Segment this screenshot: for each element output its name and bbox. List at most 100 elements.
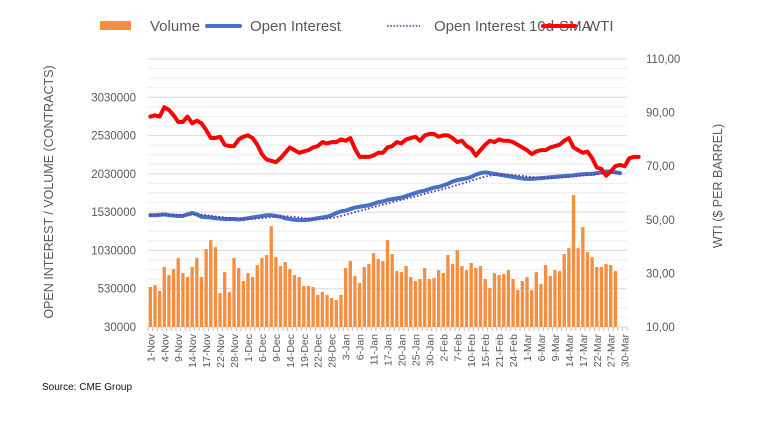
x-tick-label: 14-Nov xyxy=(187,333,199,368)
volume-bar xyxy=(297,277,301,327)
volume-bar xyxy=(260,258,264,327)
y-axis-left-title: OPEN INTEREST / VOLUME (CONTRACTS) xyxy=(42,65,56,318)
x-tick-label: 4-Nov xyxy=(159,333,171,362)
x-tick-label: 30-Mar xyxy=(620,334,632,368)
volume-bar xyxy=(371,253,376,327)
x-tick-label: 1-Mar xyxy=(522,333,534,361)
x-tick-label: 1-Dec xyxy=(243,334,255,362)
volume-bar xyxy=(283,262,287,327)
x-tick-label: 7-Feb xyxy=(452,334,464,362)
legend-volume-swatch xyxy=(100,21,131,30)
x-tick-label: 22-Nov xyxy=(215,333,227,368)
volume-bar xyxy=(404,266,408,327)
volume-bar xyxy=(571,195,576,327)
volume-bar xyxy=(399,272,404,327)
legend-wti-label: WTI xyxy=(586,18,614,35)
volume-bar xyxy=(595,267,599,327)
y-tick-right-label: 50,00 xyxy=(646,215,675,227)
volume-bar xyxy=(539,284,543,327)
wti-line xyxy=(148,105,641,178)
volume-bar xyxy=(148,287,152,327)
volume-bar xyxy=(157,291,162,327)
volume-bar xyxy=(278,266,283,327)
volume-bar xyxy=(432,278,436,327)
y-axis-right-ticks: 10,00 30,00 50,00 70,00 90,00 110,00 xyxy=(646,54,680,334)
volume-bar xyxy=(455,250,459,327)
volume-bar xyxy=(562,254,566,327)
volume-bars xyxy=(148,195,618,327)
volume-bar xyxy=(241,281,246,327)
x-tick-label: 6-Dec xyxy=(257,334,269,362)
source-note: Source: CME Group xyxy=(42,382,133,393)
x-tick-label: 28-Nov xyxy=(229,333,241,368)
x-tick-label: 20-Jan xyxy=(396,334,408,366)
volume-bar xyxy=(232,258,236,327)
series-lines xyxy=(148,105,641,223)
volume-bar xyxy=(506,270,511,327)
volume-bar xyxy=(274,257,278,327)
volume-bar xyxy=(385,240,390,327)
y-tick-right-label: 10,00 xyxy=(646,322,675,334)
volume-bar xyxy=(567,248,571,327)
x-tick-label: 19-Dec xyxy=(299,334,311,368)
volume-bar xyxy=(543,265,548,327)
x-tick-label: 28-Dec xyxy=(327,334,339,368)
volume-bar xyxy=(511,279,515,327)
volume-bar xyxy=(325,294,329,327)
y-tick-left-label: 2030000 xyxy=(91,169,136,181)
volume-bar xyxy=(223,272,227,327)
volume-bar xyxy=(311,287,315,327)
y-tick-left-label: 30000 xyxy=(104,322,136,334)
volume-bar xyxy=(464,270,469,327)
legend-sma-text: Open Interest 10d-SMA xyxy=(434,18,592,35)
x-tick-label: 11-Jan xyxy=(369,334,381,365)
y-tick-left-label: 1530000 xyxy=(91,207,136,219)
volume-bar xyxy=(181,273,185,327)
volume-bar xyxy=(478,266,483,327)
x-tick-label: 6-Jan xyxy=(355,334,367,360)
volume-bar xyxy=(609,265,613,327)
volume-bar xyxy=(264,255,269,327)
volume-bar xyxy=(190,267,194,327)
volume-bar xyxy=(576,248,580,327)
volume-bar xyxy=(302,286,306,327)
volume-bar xyxy=(525,277,529,327)
y-axis-right-title: WTI ($ PER BARREL) xyxy=(711,124,725,248)
x-tick-label: 30-Jan xyxy=(424,334,436,366)
volume-bar xyxy=(306,286,311,327)
volume-bar xyxy=(334,300,339,327)
volume-bar xyxy=(483,279,487,327)
volume-bar xyxy=(450,264,455,327)
x-tick-label: 17-Jan xyxy=(383,334,395,366)
volume-bar xyxy=(362,267,366,327)
volume-bar xyxy=(604,264,608,327)
volume-bar xyxy=(390,254,394,327)
volume-bar xyxy=(320,292,325,327)
volume-bar xyxy=(502,274,506,327)
volume-bar xyxy=(497,275,501,327)
x-tick-label: 24-Feb xyxy=(508,334,520,367)
legend-volume-label: Volume xyxy=(150,18,200,35)
volume-bar xyxy=(162,267,166,327)
volume-bar xyxy=(185,277,190,327)
y-tick-left-label: 530000 xyxy=(98,284,136,296)
volume-bar xyxy=(376,259,380,327)
volume-bar xyxy=(492,273,497,327)
volume-bar xyxy=(213,247,218,327)
volume-bar xyxy=(488,288,492,327)
volume-bar xyxy=(153,285,157,327)
volume-bar xyxy=(269,226,273,327)
x-tick-label: 10-Feb xyxy=(466,334,478,367)
volume-bar xyxy=(381,261,385,327)
x-tick-label: 17-Mar xyxy=(578,334,590,368)
volume-bar xyxy=(599,267,604,327)
volume-bar xyxy=(195,258,199,327)
y-tick-right-label: 90,00 xyxy=(646,108,675,120)
volume-bar xyxy=(348,261,352,327)
x-tick-label: 17-Nov xyxy=(201,333,213,368)
x-tick-label: 21-Feb xyxy=(494,334,506,367)
x-tick-label: 1-Nov xyxy=(145,333,157,362)
volume-bar xyxy=(553,270,557,327)
volume-bar xyxy=(474,268,478,327)
